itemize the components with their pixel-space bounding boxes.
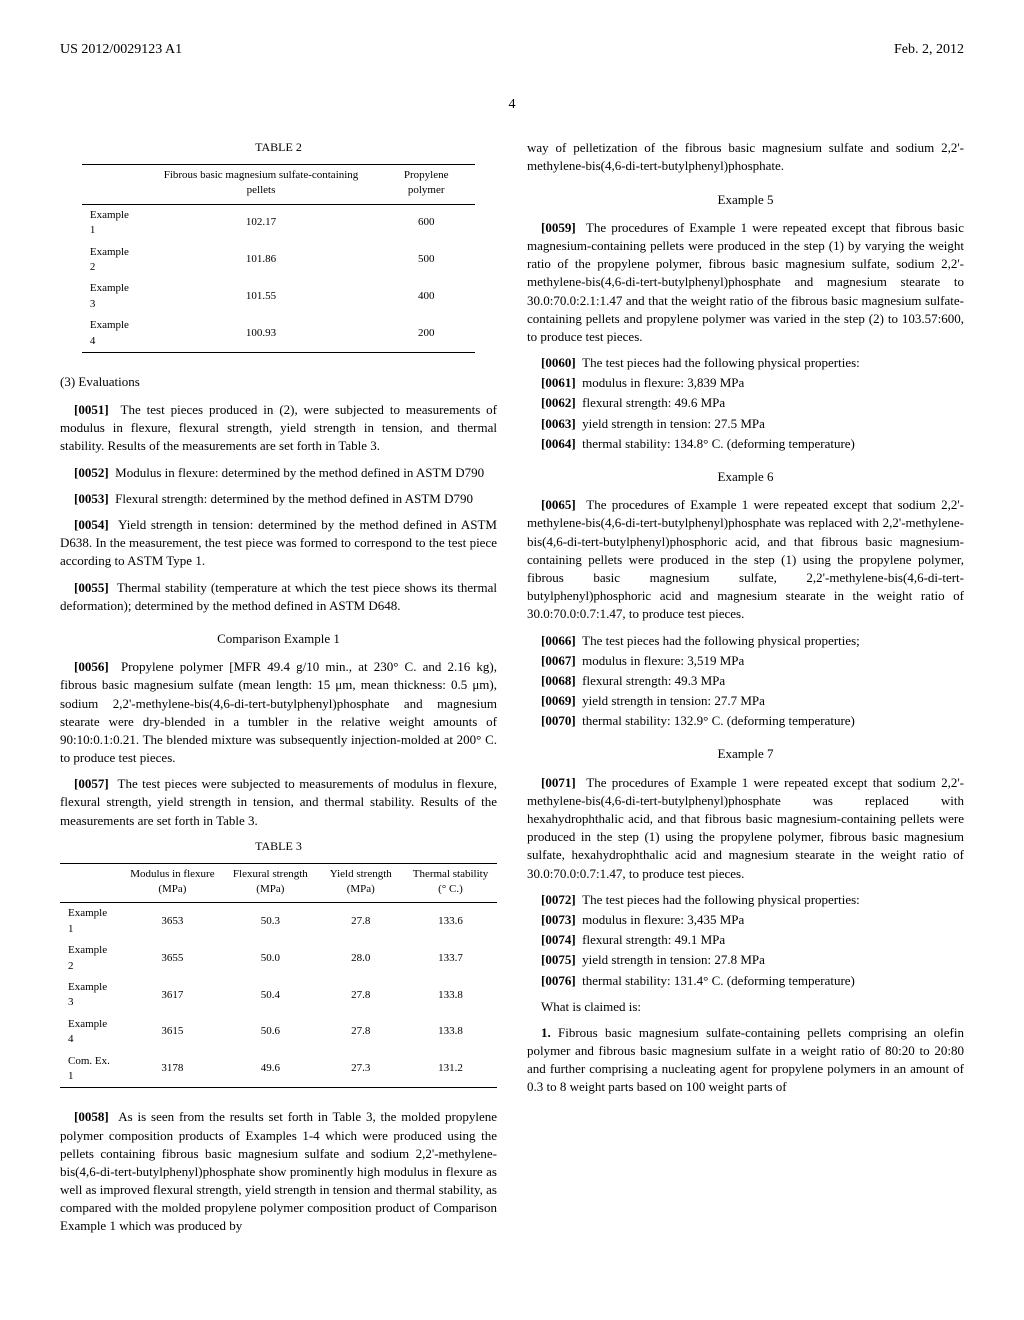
- table-row: Example 2101.86500: [82, 242, 475, 279]
- para-0065: [0065] The procedures of Example 1 were …: [527, 496, 964, 623]
- table2-h1: Fibrous basic magnesium sulfate-containi…: [145, 164, 378, 204]
- two-column-layout: TABLE 2 Fibrous basic magnesium sulfate-…: [60, 139, 964, 1243]
- table-row: Example 4361550.627.8133.8: [60, 1014, 497, 1051]
- para-0051: [0051] The test pieces produced in (2), …: [60, 401, 497, 456]
- para-0056: [0056] Propylene polymer [MFR 49.4 g/10 …: [60, 658, 497, 767]
- table2-title: TABLE 2: [60, 139, 497, 156]
- table2-h0: [82, 164, 145, 204]
- table2: Fibrous basic magnesium sulfate-containi…: [82, 164, 475, 353]
- ex7-title: Example 7: [527, 745, 964, 763]
- table-row: Com. Ex. 1317849.627.3131.2: [60, 1051, 497, 1088]
- para-0070: [0070] thermal stability: 132.9° C. (def…: [527, 712, 964, 730]
- table-row: Example 3101.55400: [82, 278, 475, 315]
- table3-h1: Modulus in flexure (MPa): [122, 863, 223, 903]
- para-0071: [0071] The procedures of Example 1 were …: [527, 774, 964, 883]
- ex6-title: Example 6: [527, 468, 964, 486]
- para-0058: [0058] As is seen from the results set f…: [60, 1108, 497, 1235]
- table2-h2: Propylene polymer: [377, 164, 475, 204]
- para-0075: [0075] yield strength in tension: 27.8 M…: [527, 951, 964, 969]
- para-0067: [0067] modulus in flexure: 3,519 MPa: [527, 652, 964, 670]
- para-0063: [0063] yield strength in tension: 27.5 M…: [527, 415, 964, 433]
- table3: Modulus in flexure (MPa) Flexural streng…: [60, 863, 497, 1089]
- table3-title: TABLE 3: [60, 838, 497, 855]
- table3-h2: Flexural strength (MPa): [223, 863, 318, 903]
- para-0076: [0076] thermal stability: 131.4° C. (def…: [527, 972, 964, 990]
- para-0054: [0054] Yield strength in tension: determ…: [60, 516, 497, 571]
- para-0057: [0057] The test pieces were subjected to…: [60, 775, 497, 830]
- para-0073: [0073] modulus in flexure: 3,435 MPa: [527, 911, 964, 929]
- pub-date: Feb. 2, 2012: [894, 40, 964, 60]
- section-eval-title: (3) Evaluations: [60, 373, 497, 391]
- table-row: Example 1365350.327.8133.6: [60, 903, 497, 940]
- table3-h4: Thermal stability (° C.): [404, 863, 497, 903]
- right-column: way of pelletization of the fibrous basi…: [527, 139, 964, 1243]
- left-column: TABLE 2 Fibrous basic magnesium sulfate-…: [60, 139, 497, 1243]
- para-0069: [0069] yield strength in tension: 27.7 M…: [527, 692, 964, 710]
- top-continuation: way of pelletization of the fibrous basi…: [527, 139, 964, 175]
- para-0053: [0053] Flexural strength: determined by …: [60, 490, 497, 508]
- page-number: 4: [60, 95, 964, 115]
- ex5-title: Example 5: [527, 191, 964, 209]
- para-0052: [0052] Modulus in flexure: determined by…: [60, 464, 497, 482]
- table-row: Example 3361750.427.8133.8: [60, 977, 497, 1014]
- table-row: Example 1102.17600: [82, 204, 475, 241]
- table-row: Example 4100.93200: [82, 315, 475, 352]
- para-0072: [0072] The test pieces had the following…: [527, 891, 964, 909]
- para-0059: [0059] The procedures of Example 1 were …: [527, 219, 964, 346]
- table3-h3: Yield strength (MPa): [318, 863, 404, 903]
- table3-h0: [60, 863, 122, 903]
- para-0060: [0060] The test pieces had the following…: [527, 354, 964, 372]
- pub-number: US 2012/0029123 A1: [60, 40, 182, 60]
- para-0062: [0062] flexural strength: 49.6 MPa: [527, 394, 964, 412]
- para-0074: [0074] flexural strength: 49.1 MPa: [527, 931, 964, 949]
- para-0068: [0068] flexural strength: 49.3 MPa: [527, 672, 964, 690]
- claims-heading: What is claimed is:: [527, 998, 964, 1016]
- page-header: US 2012/0029123 A1 Feb. 2, 2012: [60, 40, 964, 60]
- para-0055: [0055] Thermal stability (temperature at…: [60, 579, 497, 615]
- para-0066: [0066] The test pieces had the following…: [527, 632, 964, 650]
- comp-ex1-title: Comparison Example 1: [60, 630, 497, 648]
- para-0061: [0061] modulus in flexure: 3,839 MPa: [527, 374, 964, 392]
- para-0064: [0064] thermal stability: 134.8° C. (def…: [527, 435, 964, 453]
- claim-1: 1. Fibrous basic magnesium sulfate-conta…: [527, 1024, 964, 1097]
- table-row: Example 2365550.028.0133.7: [60, 940, 497, 977]
